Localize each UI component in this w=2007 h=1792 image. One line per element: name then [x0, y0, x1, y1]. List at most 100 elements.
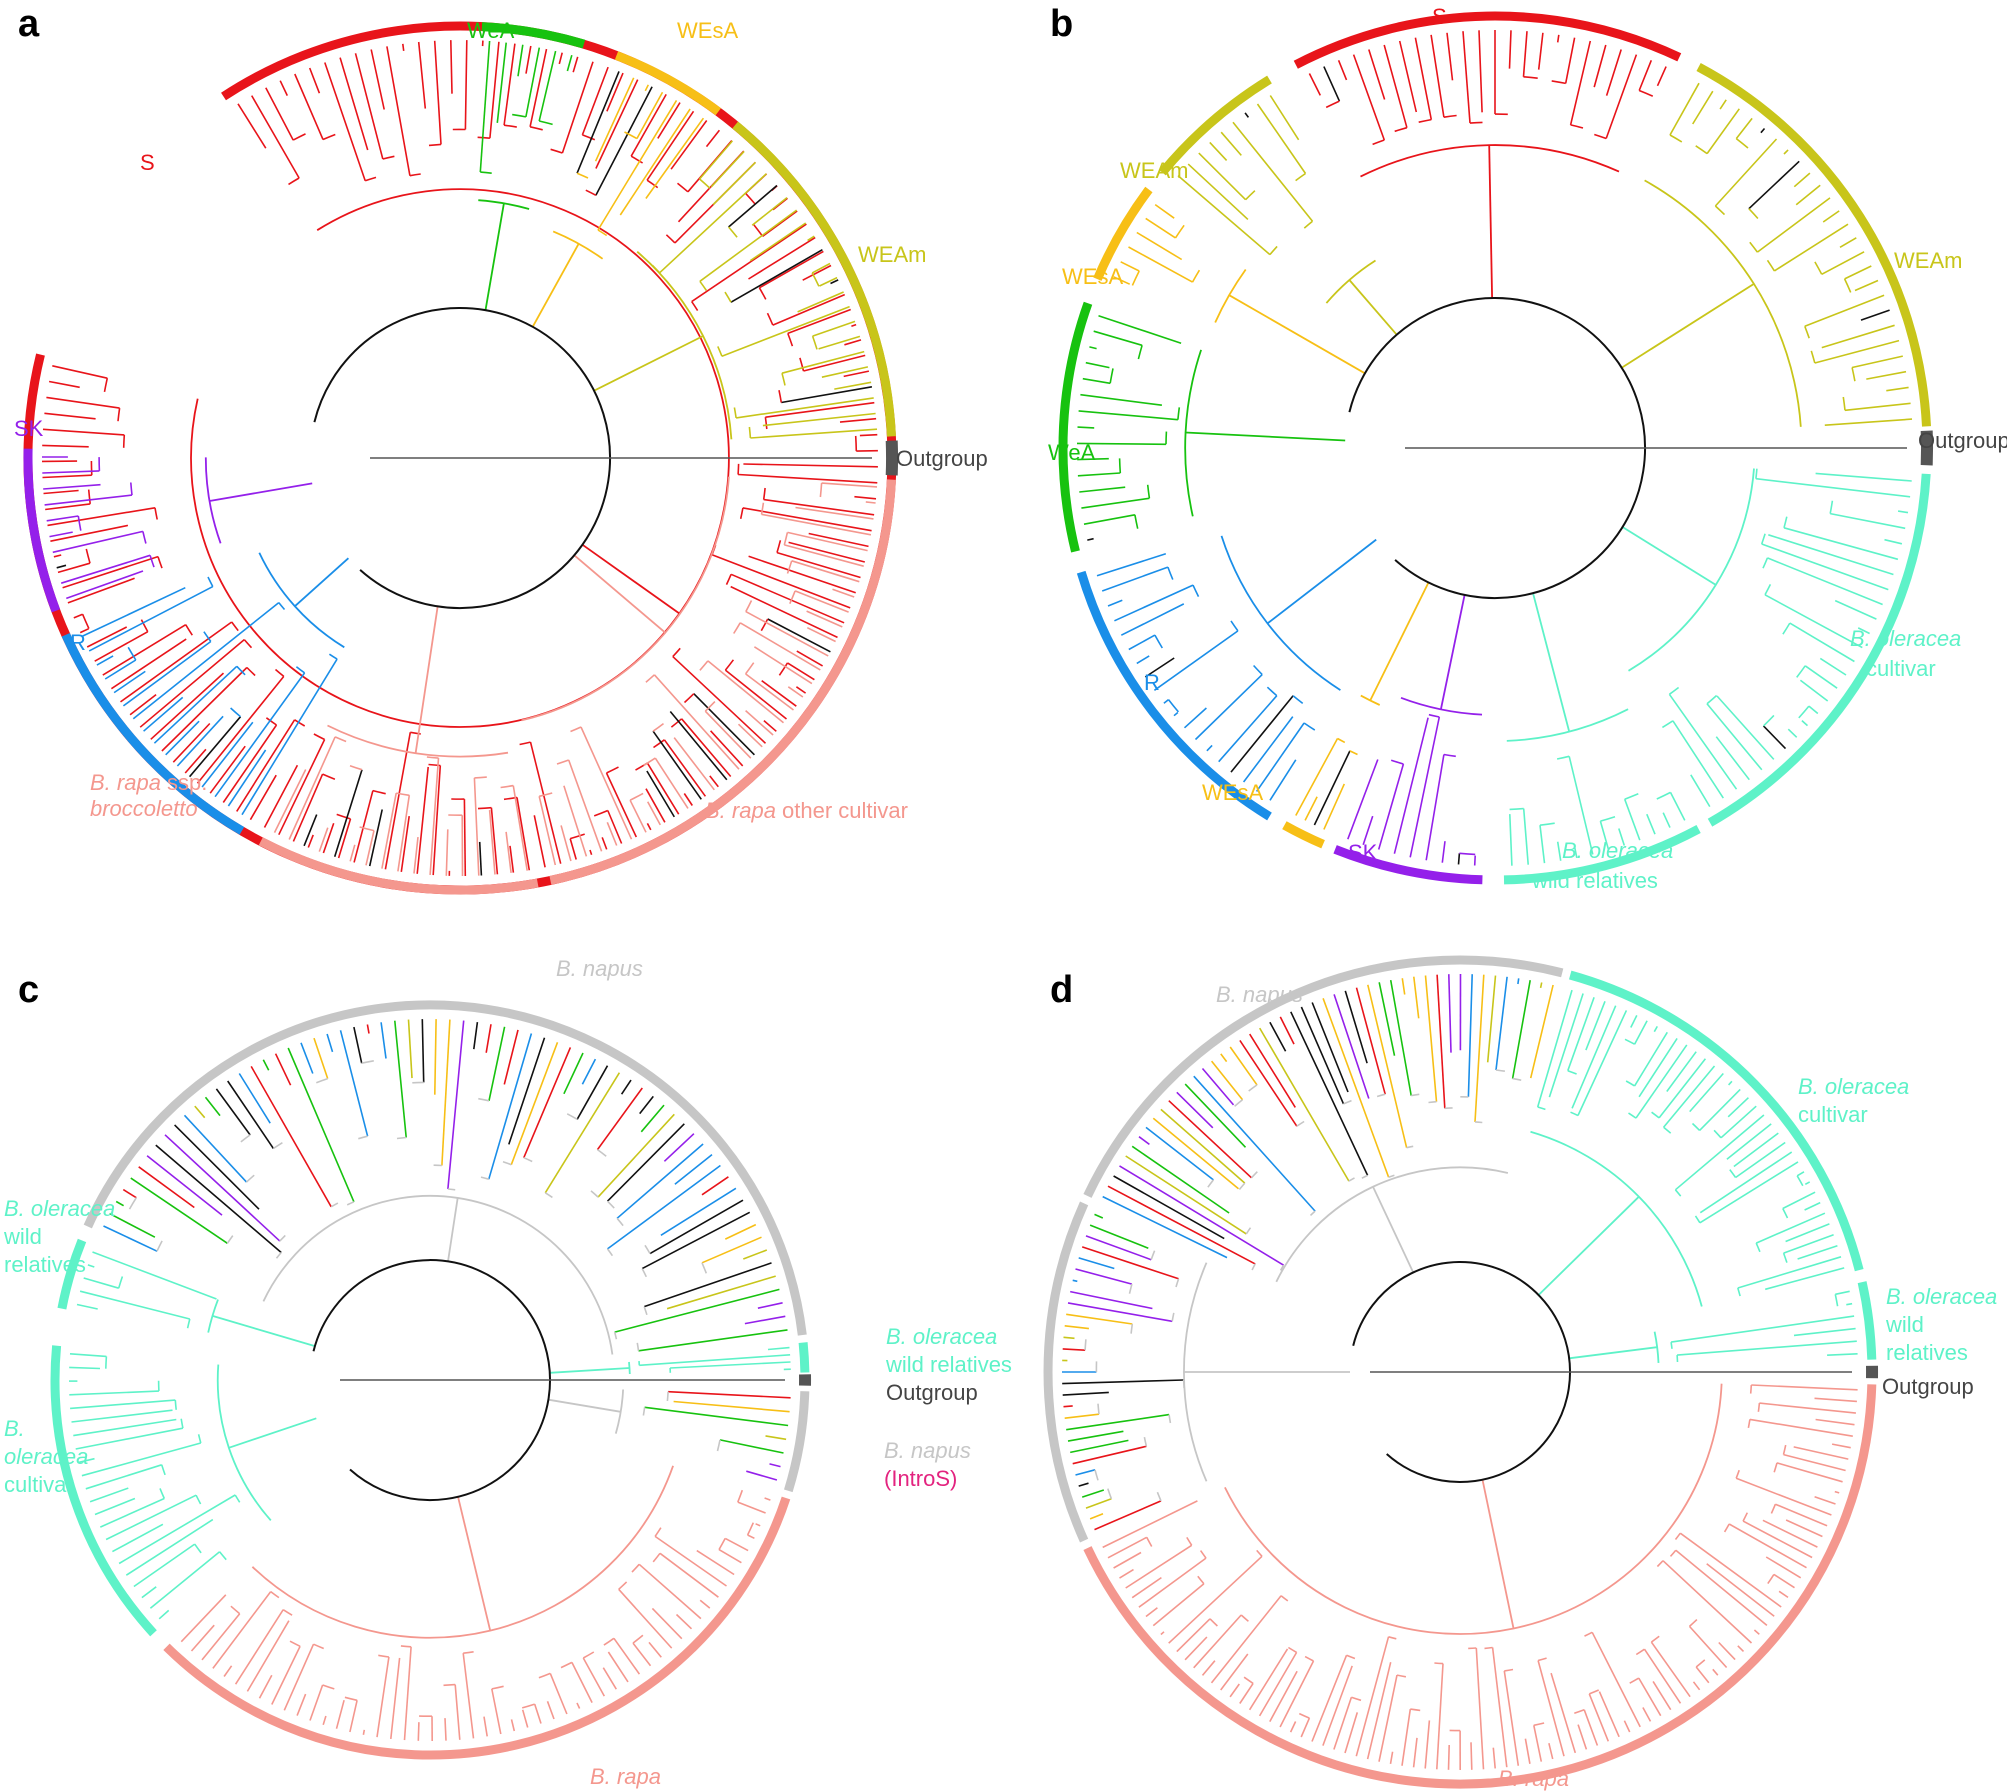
leaf-branch-c-3-0 — [668, 1390, 791, 1399]
leaf-branch-d-4-71 — [1248, 1648, 1289, 1711]
node-arc-a-3-7 — [699, 280, 708, 291]
leaf-branch-c-0-23 — [339, 1030, 369, 1137]
leaf-branch-b-1-26 — [1824, 418, 1913, 426]
leaf-branch-a-6-10 — [365, 830, 375, 866]
node-arc-a-5-27 — [629, 792, 644, 801]
leaf-branch-d-4-37 — [1623, 1720, 1631, 1733]
node-arc-d-1-5 — [1570, 1111, 1579, 1117]
clade-arc-b-8 — [1058, 301, 1093, 553]
label-d-ole-cult-suffix: cultivar — [1798, 1102, 1868, 1127]
clade-stem-d-0 — [1372, 1186, 1415, 1273]
leaf-branch-c-5-11 — [85, 1464, 162, 1490]
label-a-rapa-broccoletto-line1: B. rapa ssp. — [90, 770, 207, 795]
leaf-branch-d-4-4 — [1749, 1418, 1853, 1437]
leaf-branch-a-6-14 — [303, 814, 318, 847]
leaf-branch-a-0-127 — [73, 613, 83, 619]
leaf-branch-a-0-5 — [308, 67, 321, 94]
leaf-branch-a-0-1 — [251, 95, 300, 179]
leaf-branch-d-4-27 — [1688, 1625, 1728, 1669]
node-arc-d-4-87 — [1186, 1536, 1193, 1546]
label-c-ole-cult-left-italic2: oleracea — [4, 1444, 88, 1469]
node-arc-c-4-11 — [631, 1563, 640, 1573]
node-arc-d-5-19 — [1130, 1323, 1134, 1334]
node-arc-d-4-37 — [1584, 1631, 1593, 1637]
leaf-branch-d-4-54 — [1436, 1663, 1444, 1770]
leaf-branch-c-0-0 — [103, 1225, 158, 1252]
leaf-branch-d-4-25 — [1737, 1645, 1745, 1652]
node-arc-b-0-7 — [1418, 118, 1432, 123]
node-arc-a-5-11 — [745, 600, 753, 612]
leaf-branch-d-0-14 — [1201, 1067, 1235, 1106]
node-arc-d-0-23 — [1361, 1174, 1368, 1179]
label-b-ole-cult-suffix: cultivar — [1866, 656, 1936, 681]
node-arc-d-4-81 — [1256, 1549, 1263, 1557]
node-arc-c-4-47 — [282, 1609, 293, 1616]
leaf-branch-d-5-27 — [1089, 1224, 1149, 1249]
leaf-branch-d-1-7 — [1633, 1020, 1648, 1045]
node-arc-b-7-11 — [1230, 620, 1239, 632]
leaf-branch-d-4-13 — [1785, 1519, 1823, 1538]
node-arc-d-4-69 — [1304, 1655, 1314, 1662]
node-arc-a-5-15 — [744, 662, 755, 675]
leaf-branch-b-8-5 — [1077, 457, 1109, 461]
leaf-branch-c-0-45 — [620, 1079, 632, 1095]
leaf-branch-c-0-26 — [380, 1022, 387, 1059]
leaf-branch-b-7-10 — [1153, 630, 1239, 691]
leaf-branch-b-3-1 — [1755, 477, 1911, 498]
leaf-branch-a-3-19 — [735, 397, 874, 419]
leaf-branch-a-5-23 — [652, 730, 702, 800]
leaf-branch-d-4-44 — [1548, 1743, 1554, 1760]
node-arc-b-4-3 — [1624, 793, 1639, 800]
leaf-branch-b-10-5 — [1232, 121, 1314, 222]
label-b-WEAm-left: WEAm — [1120, 158, 1188, 183]
leaf-branch-b-10-4 — [1220, 131, 1242, 156]
leaf-branch-d-0-37 — [1448, 974, 1452, 1053]
node-arc-a-0-39 — [753, 224, 764, 237]
leaf-branch-c-0-28 — [407, 1019, 413, 1079]
node-arc-d-4-85 — [1199, 1550, 1207, 1559]
leaf-branch-a-0-28 — [630, 94, 667, 157]
node-arc-b-7-17 — [1167, 566, 1174, 580]
leaf-branch-b-8-6 — [1076, 442, 1167, 446]
node-arc-a-0-27 — [585, 189, 597, 197]
leaf-branch-c-4-35 — [390, 1657, 401, 1739]
leaf-branch-c-0-17 — [262, 1059, 270, 1071]
leaf-branch-d-5-24 — [1078, 1257, 1115, 1270]
leaf-branch-d-1-22 — [1733, 1132, 1779, 1168]
leaf-branch-c-5-14 — [75, 1427, 184, 1450]
node-arc-a-0-37 — [745, 192, 757, 206]
leaf-branch-c-4-48 — [223, 1665, 233, 1677]
leaf-branch-d-4-10 — [1814, 1495, 1836, 1505]
leaf-branch-a-0-64 — [748, 555, 856, 594]
node-arc-a-5-13 — [733, 622, 741, 634]
leaf-branch-c-0-63 — [666, 1275, 776, 1310]
leaf-branch-c-4-39 — [335, 1699, 345, 1729]
leaf-branch-b-10-2 — [1198, 152, 1247, 201]
leaf-branch-d-5-2 — [1085, 1498, 1112, 1509]
node-arc-b-3-11 — [1764, 584, 1772, 596]
node-arc-d-4-29 — [1695, 1659, 1706, 1668]
node-arc-d-0-27 — [1388, 1174, 1395, 1178]
node-arc-b-7-9 — [1167, 699, 1180, 713]
leaf-branch-b-6-0 — [1323, 783, 1346, 830]
node-arc-b-1-23 — [1851, 367, 1856, 382]
leaf-branch-c-4-1 — [737, 1501, 766, 1514]
leaf-branch-d-2-4 — [1677, 1340, 1857, 1356]
node-arc-a-5-21 — [645, 674, 655, 683]
clade-branches-c-6 — [76, 1251, 316, 1347]
clade-branches-c-3 — [548, 1389, 791, 1481]
leaf-branch-a-0-126 — [79, 627, 90, 634]
clade-arc-b-3 — [1707, 473, 1931, 827]
leaf-branch-a-0-100 — [400, 815, 410, 873]
leaf-branch-a-5-2 — [795, 506, 874, 520]
clade-branches-b-0 — [1308, 30, 1667, 299]
leaf-branch-c-5-10 — [89, 1487, 129, 1503]
clade-arc-b-10 — [1158, 75, 1272, 176]
node-arc-b-10-3 — [1245, 190, 1256, 201]
node-arc-a-7-15 — [207, 576, 214, 587]
node-arc-a-0-19 — [503, 124, 517, 128]
leaf-branch-b-4-7 — [1574, 847, 1578, 859]
node-arc-a-8-1 — [149, 555, 155, 568]
leaf-branch-a-8-2 — [56, 564, 67, 569]
leaf-branch-a-2-4 — [597, 99, 678, 231]
